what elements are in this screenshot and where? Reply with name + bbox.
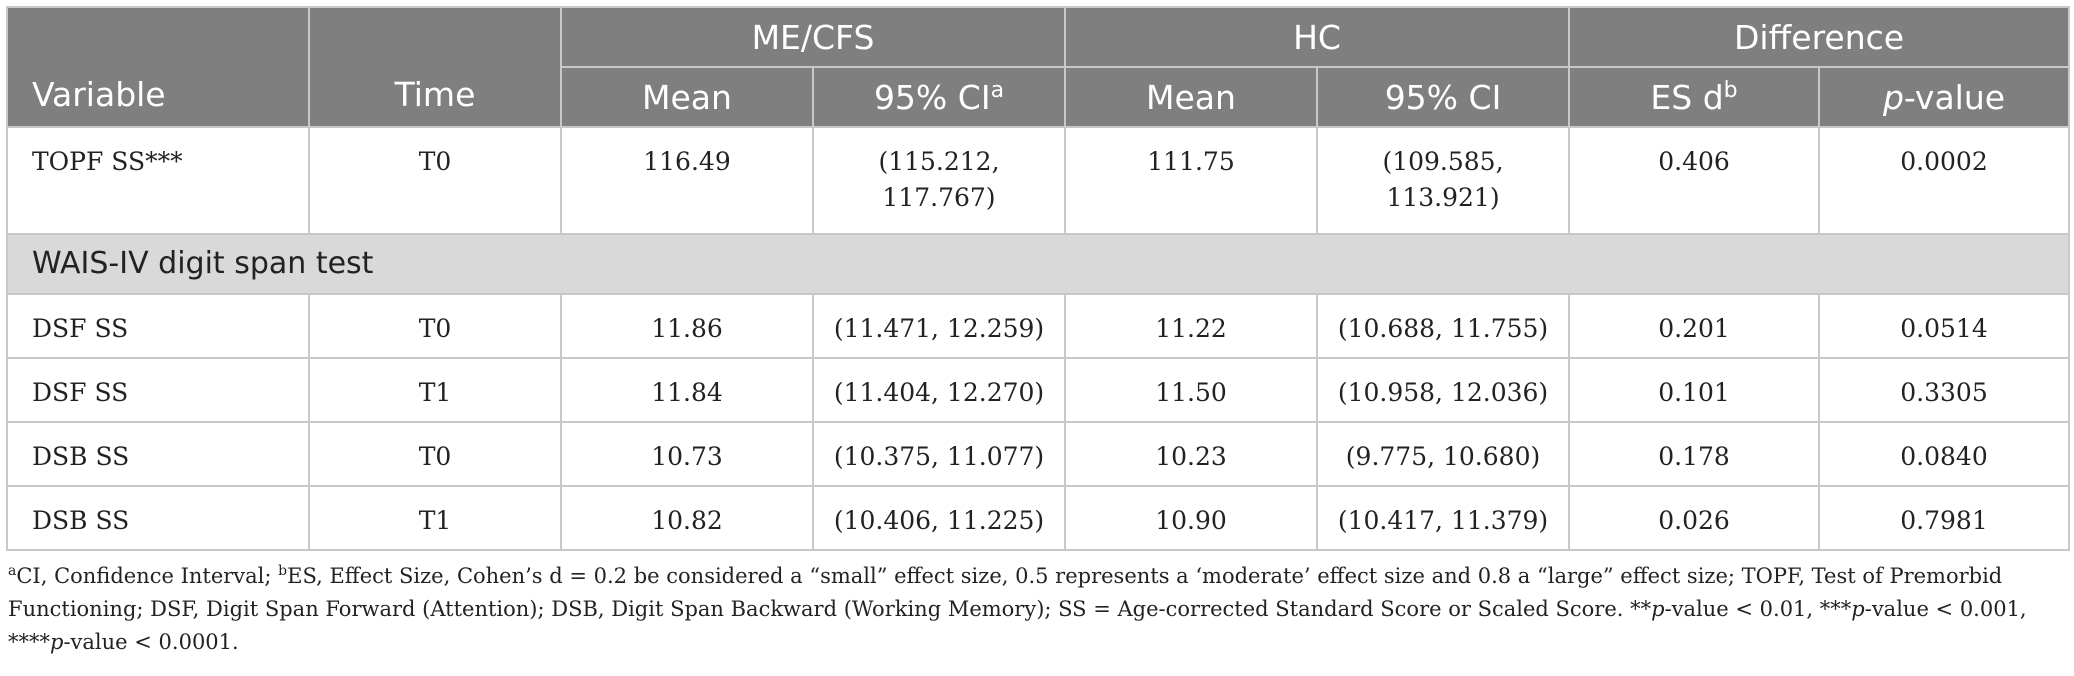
cell-mecfs-mean: 11.86 bbox=[560, 293, 814, 359]
cell-hc-mean: 10.23 bbox=[1064, 421, 1318, 487]
table-footnote: aCI, Confidence Interval; bES, Effect Si… bbox=[8, 560, 2068, 659]
cell-mecfs-ci: (115.212, 117.767) bbox=[812, 126, 1066, 235]
header-mecfs-ci-label: 95% CI bbox=[873, 77, 991, 117]
footnote-text-b: ES, Effect Size, Cohen’s d = 0.2 be cons… bbox=[8, 564, 2003, 621]
cell-mecfs-mean: 10.73 bbox=[560, 421, 814, 487]
footnote-marker-b: b bbox=[1723, 77, 1738, 103]
cell-p-value: 0.7981 bbox=[1818, 485, 2071, 551]
footnote-sup-a: a bbox=[8, 563, 17, 579]
cell-p-value: 0.0840 bbox=[1818, 421, 2071, 487]
header-effect-size: ES db bbox=[1568, 66, 1821, 128]
header-p-suffix: -value bbox=[1903, 77, 2006, 117]
cell-mecfs-mean: 10.82 bbox=[560, 485, 814, 551]
footnote-sup-b: b bbox=[278, 563, 288, 579]
cell-hc-ci-line1: (109.585, bbox=[1382, 147, 1504, 176]
cell-p-value: 0.0514 bbox=[1818, 293, 2071, 359]
footnote-p-italic: p bbox=[1651, 597, 1665, 621]
footnote-p-italic: p bbox=[50, 630, 64, 654]
cell-variable: DSF SS bbox=[6, 357, 310, 423]
cell-variable: DSF SS bbox=[6, 293, 310, 359]
cell-time: T1 bbox=[308, 357, 562, 423]
table-row: DSB SS T0 10.73 (10.375, 11.077) 10.23 (… bbox=[6, 421, 2071, 487]
cell-effect-size: 0.201 bbox=[1568, 293, 1821, 359]
footnote-p-italic: p bbox=[1851, 597, 1865, 621]
cell-effect-size: 0.026 bbox=[1568, 485, 1821, 551]
results-table: Variable Time ME/CFS HC Difference Mean … bbox=[5, 6, 2071, 551]
footnote-text-e: -value < 0.0001. bbox=[63, 630, 239, 654]
header-group-mecfs: ME/CFS bbox=[560, 6, 1066, 68]
cell-mecfs-ci: (10.406, 11.225) bbox=[812, 485, 1066, 551]
cell-hc-mean: 10.90 bbox=[1064, 485, 1318, 551]
cell-hc-ci: (109.585, 113.921) bbox=[1315, 126, 1571, 235]
table-header: Variable Time ME/CFS HC Difference Mean … bbox=[6, 6, 2071, 128]
cell-effect-size: 0.406 bbox=[1568, 126, 1821, 235]
cell-effect-size: 0.178 bbox=[1568, 421, 1821, 487]
cell-p-value: 0.0002 bbox=[1818, 126, 2071, 235]
cell-time: T0 bbox=[308, 293, 562, 359]
header-time: Time bbox=[308, 6, 562, 128]
cell-hc-ci: (10.417, 11.379) bbox=[1315, 485, 1571, 551]
cell-hc-ci: (10.688, 11.755) bbox=[1315, 293, 1571, 359]
cell-hc-mean: 111.75 bbox=[1064, 126, 1318, 235]
header-mecfs-mean: Mean bbox=[560, 66, 814, 128]
section-label: WAIS-IV digit span test bbox=[5, 233, 2071, 295]
cell-time: T0 bbox=[308, 421, 562, 487]
cell-mecfs-mean: 11.84 bbox=[560, 357, 814, 423]
cell-mecfs-ci: (11.471, 12.259) bbox=[812, 293, 1066, 359]
header-effect-size-label: ES d bbox=[1650, 77, 1724, 117]
footnote-marker-a: a bbox=[990, 77, 1005, 103]
header-p-value: p-value bbox=[1818, 66, 2071, 128]
cell-hc-mean: 11.50 bbox=[1064, 357, 1318, 423]
cell-hc-ci: (9.775, 10.680) bbox=[1315, 421, 1571, 487]
cell-hc-mean: 11.22 bbox=[1064, 293, 1318, 359]
table-body: TOPF SS*** T0 116.49 (115.212, 117.767) 1… bbox=[5, 126, 2071, 551]
cell-variable: DSB SS bbox=[6, 485, 310, 551]
table-row: DSF SS T0 11.86 (11.471, 12.259) 11.22 (… bbox=[6, 293, 2071, 359]
cell-mecfs-ci-line2: 117.767) bbox=[882, 183, 996, 212]
cell-mecfs-mean: 116.49 bbox=[560, 126, 814, 235]
header-group-hc: HC bbox=[1063, 6, 1571, 68]
header-mecfs-ci: 95% CIa bbox=[812, 66, 1066, 128]
header-row-subcolumns: Mean 95% CIa Mean 95% CI ES db p-value bbox=[7, 66, 2071, 128]
header-hc-ci: 95% CI bbox=[1315, 66, 1571, 128]
results-table-container: Variable Time ME/CFS HC Difference Mean … bbox=[5, 6, 2071, 551]
cell-time: T1 bbox=[308, 485, 562, 551]
cell-hc-ci-line2: 113.921) bbox=[1386, 183, 1500, 212]
cell-variable: TOPF SS*** bbox=[6, 126, 310, 235]
header-hc-mean: Mean bbox=[1064, 66, 1318, 128]
cell-mecfs-ci: (11.404, 12.270) bbox=[812, 357, 1066, 423]
header-row-groups: Variable Time ME/CFS HC Difference bbox=[6, 6, 2071, 128]
footnote-text-a: CI, Confidence Interval; bbox=[16, 564, 279, 588]
cell-hc-ci: (10.958, 12.036) bbox=[1315, 357, 1571, 423]
header-group-difference: Difference bbox=[1568, 6, 2071, 68]
footnote-text-c: -value < 0.01, *** bbox=[1664, 597, 1852, 621]
cell-p-value: 0.3305 bbox=[1818, 357, 2071, 423]
cell-mecfs-ci: (10.375, 11.077) bbox=[812, 421, 1066, 487]
cell-effect-size: 0.101 bbox=[1568, 357, 1821, 423]
table-row-topf: TOPF SS*** T0 116.49 (115.212, 117.767) 1… bbox=[6, 126, 2071, 235]
header-variable: Variable bbox=[6, 6, 310, 128]
table-row: DSF SS T1 11.84 (11.404, 12.270) 11.50 (… bbox=[6, 357, 2071, 423]
footnote-text-d: -value < 0.001, **** bbox=[8, 597, 2027, 654]
table-row: DSB SS T1 10.82 (10.406, 11.225) 10.90 (… bbox=[6, 485, 2071, 551]
section-row-wais: WAIS-IV digit span test bbox=[5, 233, 2071, 295]
cell-mecfs-ci-line1: (115.212, bbox=[878, 147, 1000, 176]
cell-time: T0 bbox=[308, 126, 562, 235]
header-p-italic: p bbox=[1882, 77, 1904, 117]
cell-variable: DSB SS bbox=[6, 421, 310, 487]
